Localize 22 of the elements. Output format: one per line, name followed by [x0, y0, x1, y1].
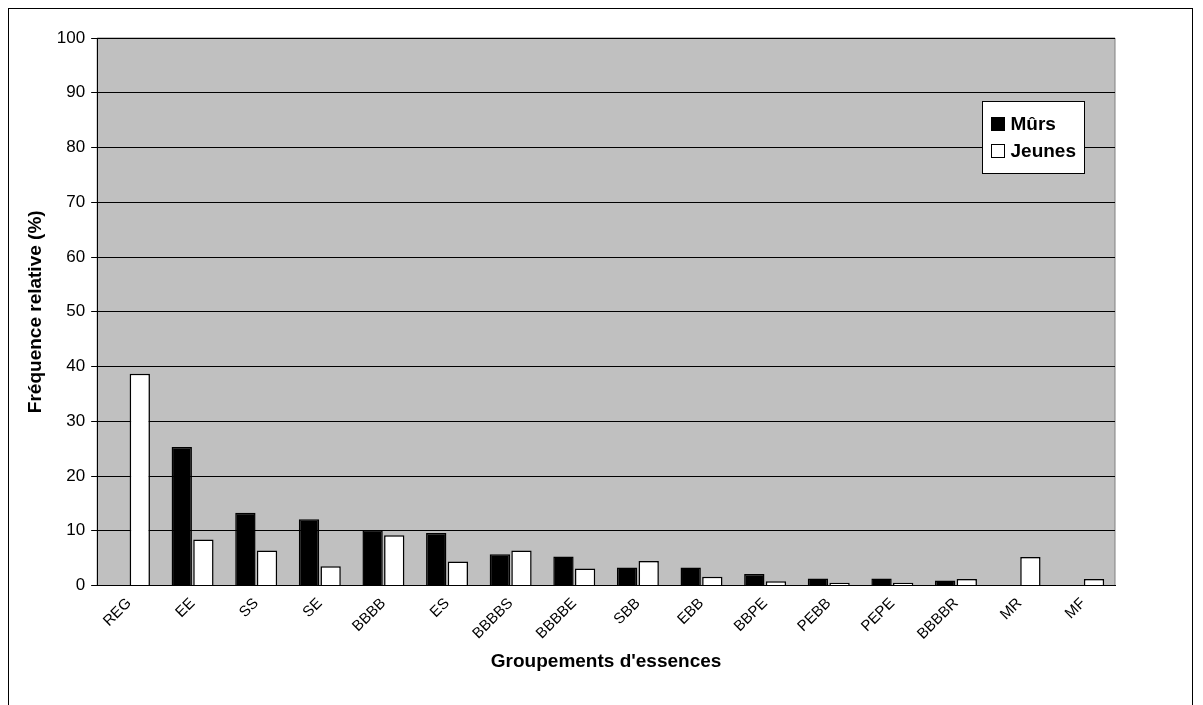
y-tick-label: 10	[66, 520, 86, 540]
x-tick-label: MF	[1060, 593, 1089, 622]
x-tick-label: SBB	[609, 593, 643, 628]
y-tick-label: 60	[66, 246, 86, 266]
legend-label: Mûrs	[1010, 113, 1056, 135]
y-tick-label: 50	[66, 301, 86, 321]
y-tick-label: 100	[56, 27, 86, 47]
x-tick-label: ES	[425, 593, 453, 621]
y-axis-title: Fréquence relative (%)	[23, 210, 45, 414]
legend-label: Jeunes	[1010, 140, 1076, 162]
y-tick-label: 90	[66, 82, 86, 102]
y-tick-label: 70	[66, 191, 86, 211]
x-axis-title: Groupements d'essences	[490, 649, 722, 671]
x-tick-label: EE	[171, 593, 198, 621]
x-tick-label: SS	[235, 593, 262, 621]
y-tick-label: 40	[66, 356, 86, 376]
y-tick-label: 80	[66, 137, 86, 157]
x-tick-label: MR	[996, 593, 1025, 623]
x-tick-label: SE	[298, 593, 325, 621]
y-tick-label: 20	[66, 465, 86, 485]
y-tick-label: 30	[66, 410, 86, 430]
y-tick-label: 0	[75, 575, 86, 595]
